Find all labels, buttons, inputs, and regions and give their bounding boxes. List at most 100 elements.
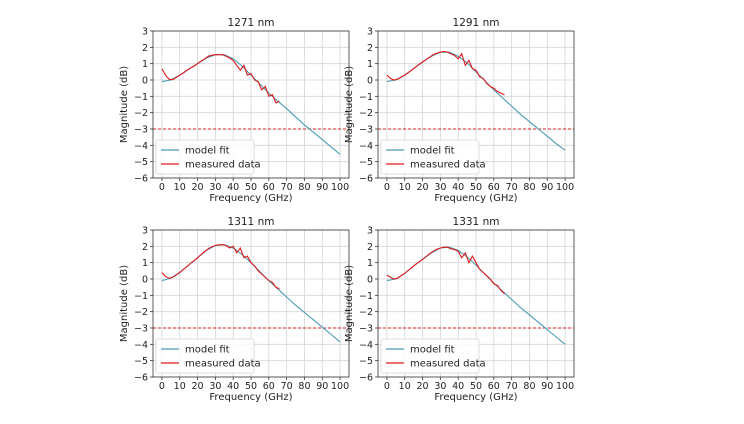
- y-axis-label: Magnitude (dB): [344, 265, 355, 342]
- y-tick-label: −3: [359, 125, 373, 136]
- y-tick-label: −2: [134, 108, 148, 119]
- y-tick-label: 1: [367, 258, 373, 269]
- subplot-2: 0 10 20 30 40 50 60 70 80 90 100 −6 −5 −4 −3 −2 −1 0 1 2 3 13…: [119, 216, 350, 403]
- legend-label: measured data: [410, 160, 486, 171]
- x-tick-label: 30: [209, 381, 221, 392]
- y-tick-label: −6: [359, 174, 373, 185]
- x-tick-label: 90: [541, 182, 553, 193]
- y-tick-label: −5: [134, 157, 148, 168]
- y-tick-label: 3: [142, 27, 148, 38]
- y-tick-label: 1: [142, 59, 148, 70]
- y-axis-label: Magnitude (dB): [119, 265, 130, 342]
- x-tick-label: 40: [452, 182, 464, 193]
- x-tick-label: 50: [470, 381, 482, 392]
- axes-frame: [377, 30, 575, 179]
- legend-label: measured data: [185, 359, 261, 370]
- x-tick-label: 10: [174, 182, 186, 193]
- y-tick-label: −1: [134, 92, 148, 103]
- x-tick-label: 10: [399, 182, 411, 193]
- subplot-0: 0 10 20 30 40 50 60 70 80 90 100 −6 −5 −4 −3 −2 −1 0 1 2 3 12…: [119, 17, 350, 204]
- x-tick-label: 80: [298, 381, 310, 392]
- subplot-1: 0 10 20 30 40 50 60 70 80 90 100 −6 −5 −4 −3 −2 −1 0 1 2 3 12…: [344, 17, 575, 204]
- x-axis-label: Frequency (GHz): [209, 392, 292, 403]
- x-tick-label: 20: [416, 381, 428, 392]
- x-tick-label: 60: [488, 182, 500, 193]
- y-tick-label: 3: [367, 226, 373, 237]
- y-tick-label: −1: [134, 291, 148, 302]
- x-tick-label: 50: [470, 182, 482, 193]
- x-tick-label: 70: [506, 182, 518, 193]
- x-tick-label: 0: [159, 182, 165, 193]
- x-axis-label: Frequency (GHz): [209, 193, 292, 204]
- measured-data-line: [386, 50, 505, 96]
- x-tick-label: 70: [506, 381, 518, 392]
- legend-label: measured data: [185, 160, 261, 171]
- y-tick-label: 3: [142, 226, 148, 237]
- y-tick-label: 2: [367, 242, 373, 253]
- y-tick-label: −5: [359, 157, 373, 168]
- legend-label: model fit: [410, 146, 455, 157]
- y-tick-label: 2: [367, 43, 373, 54]
- y-tick-label: −2: [359, 307, 373, 318]
- x-tick-label: 100: [331, 381, 349, 392]
- x-tick-label: 70: [281, 182, 293, 193]
- y-tick-label: 1: [367, 59, 373, 70]
- legend-box: [155, 139, 255, 175]
- y-tick-label: −1: [359, 291, 373, 302]
- y-tick-label: 1: [142, 258, 148, 269]
- x-tick-label: 90: [541, 381, 553, 392]
- x-tick-label: 100: [556, 381, 574, 392]
- x-tick-label: 70: [281, 381, 293, 392]
- legend-box: [155, 338, 255, 374]
- legend-box: [380, 338, 480, 374]
- x-tick-label: 80: [298, 182, 310, 193]
- y-tick-label: −6: [134, 174, 148, 185]
- y-tick-label: −4: [134, 340, 148, 351]
- subplot-3: 0 10 20 30 40 50 60 70 80 90 100 −6 −5 −4 −3 −2 −1 0 1 2 3 13…: [344, 216, 575, 403]
- subplot-title: 1271 nm: [228, 17, 275, 29]
- y-tick-label: −2: [359, 108, 373, 119]
- x-tick-label: 40: [227, 182, 239, 193]
- x-tick-label: 100: [331, 182, 349, 193]
- legend: model fit measured data: [380, 338, 486, 374]
- x-tick-label: 20: [191, 381, 203, 392]
- x-tick-label: 10: [174, 381, 186, 392]
- legend-label: model fit: [185, 345, 230, 356]
- y-tick-label: 2: [142, 242, 148, 253]
- legend-box: [380, 139, 480, 175]
- x-tick-label: 30: [209, 182, 221, 193]
- x-tick-label: 60: [488, 381, 500, 392]
- x-tick-label: 30: [434, 381, 446, 392]
- y-tick-label: 2: [142, 43, 148, 54]
- x-tick-label: 80: [523, 182, 535, 193]
- x-tick-label: 100: [556, 182, 574, 193]
- x-tick-label: 80: [523, 381, 535, 392]
- y-tick-label: 0: [367, 275, 373, 286]
- y-tick-label: −3: [134, 125, 148, 136]
- x-tick-label: 90: [316, 381, 328, 392]
- x-tick-label: 40: [452, 381, 464, 392]
- y-axis-label: Magnitude (dB): [119, 66, 130, 143]
- y-tick-label: −4: [134, 141, 148, 152]
- y-tick-label: −3: [134, 324, 148, 335]
- x-axis-label: Frequency (GHz): [434, 193, 517, 204]
- y-tick-label: 0: [142, 76, 148, 87]
- x-tick-label: 40: [227, 381, 239, 392]
- axes-frame: [152, 229, 350, 378]
- legend-label: model fit: [410, 345, 455, 356]
- x-tick-label: 50: [245, 381, 257, 392]
- x-tick-label: 20: [416, 182, 428, 193]
- y-tick-label: −6: [359, 373, 373, 384]
- y-axis-label: Magnitude (dB): [344, 66, 355, 143]
- legend: model fit measured data: [380, 139, 486, 175]
- x-tick-label: 0: [384, 381, 390, 392]
- measured-data-line: [386, 246, 505, 295]
- x-tick-label: 10: [399, 381, 411, 392]
- y-tick-label: −3: [359, 324, 373, 335]
- x-tick-label: 60: [263, 381, 275, 392]
- x-tick-label: 90: [316, 182, 328, 193]
- subplot-title: 1331 nm: [453, 216, 500, 228]
- measured-data-line: [161, 244, 280, 290]
- y-tick-label: 0: [367, 76, 373, 87]
